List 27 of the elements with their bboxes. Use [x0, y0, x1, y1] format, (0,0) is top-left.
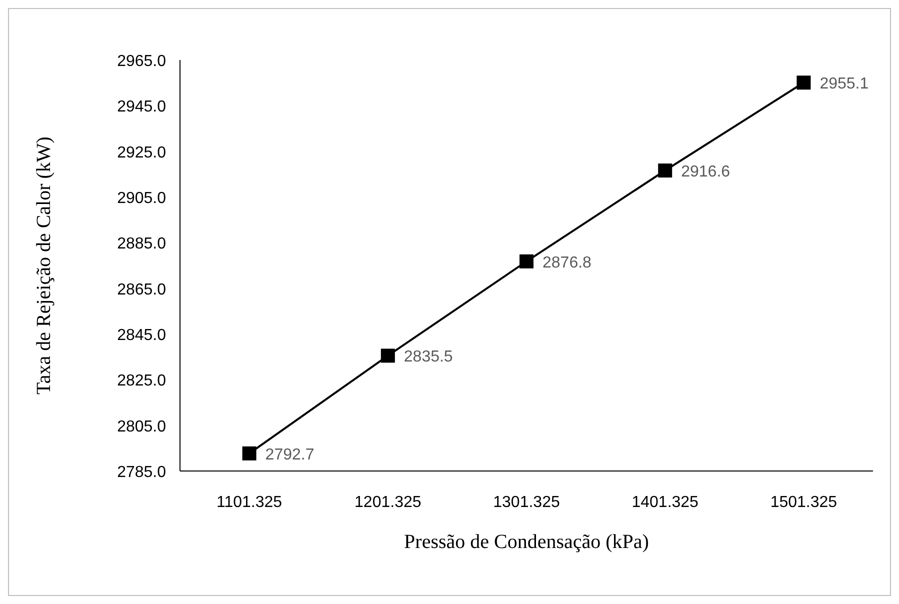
y-axis-title: Taxa de Rejeição de Calor (kW): [33, 136, 55, 394]
data-label: 2916.6: [681, 164, 730, 181]
y-tick-label: 2865.0: [117, 281, 166, 298]
point: [796, 76, 811, 90]
y-tick-label: 2805.0: [117, 418, 166, 436]
point: [380, 348, 395, 363]
y-tick-label: 2885.0: [117, 236, 166, 253]
x-tick-label: 1401.325: [632, 494, 699, 511]
point: [242, 446, 256, 460]
data-label: 2835.5: [404, 348, 453, 366]
y-tick-label: 2945.0: [117, 98, 166, 116]
x-tick-label: 1101.325: [216, 494, 282, 511]
data-label: 2955.1: [820, 76, 869, 93]
point: [658, 164, 672, 178]
data-label: 2876.8: [542, 254, 592, 272]
data-label: 2792.7: [265, 446, 314, 464]
y-tick-label: 2785.0: [117, 464, 166, 481]
y-tick-label: 2965.0: [117, 53, 166, 70]
y-tick-label: 2905.0: [117, 190, 166, 207]
x-tick-label: 1201.325: [354, 494, 422, 511]
x-tick-label: 1301.325: [493, 494, 560, 511]
y-tick-label: 2925.0: [117, 144, 166, 162]
y-tick-label: 2825.0: [117, 372, 166, 390]
point: [520, 254, 534, 268]
y-tick-label: 2845.0: [117, 327, 166, 344]
x-axis-title: Pressão de Condensação (kPa): [404, 531, 649, 553]
x-tick-label: 1501.325: [770, 494, 838, 511]
